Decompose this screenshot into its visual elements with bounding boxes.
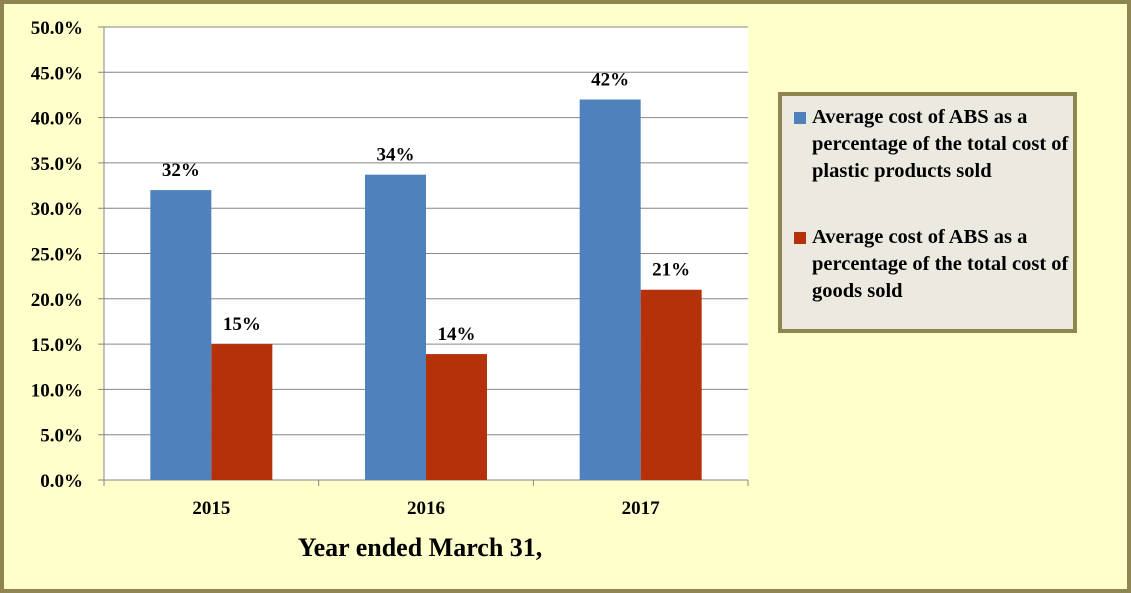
- bar-2016-series-2: [426, 354, 487, 480]
- y-tick-label: 5.0%: [40, 426, 83, 447]
- legend-item-goods-sold: Average cost of ABS as a percentage of t…: [794, 224, 1092, 305]
- legend-item-plastic-products: Average cost of ABS as a percentage of t…: [794, 104, 1092, 185]
- legend-label: Average cost of ABS as a percentage of t…: [812, 226, 1069, 302]
- bar-2015-series-2: [211, 344, 273, 480]
- legend-label: Average cost of ABS as a percentage of t…: [812, 106, 1069, 182]
- x-tick-label: 2017: [622, 498, 661, 519]
- y-tick-label: 45.0%: [31, 63, 83, 84]
- x-tick-label: 2015: [192, 498, 230, 519]
- y-tick-label: 25.0%: [31, 245, 83, 266]
- y-tick-label: 30.0%: [31, 199, 83, 220]
- bar-2016-series-1: [365, 174, 426, 481]
- x-axis-title: Year ended March 31,: [298, 533, 543, 562]
- x-tick-label: 2016: [407, 498, 445, 519]
- legend: Average cost of ABS as a percentage of t…: [778, 92, 1077, 333]
- data-label: 15%: [223, 314, 261, 335]
- y-tick-label: 35.0%: [31, 154, 83, 175]
- data-label: 21%: [652, 260, 690, 281]
- legend-swatch-red: [794, 232, 806, 244]
- bar-2017-series-2: [640, 289, 702, 480]
- y-tick-label: 50.0%: [31, 18, 83, 39]
- data-label: 32%: [162, 160, 200, 181]
- y-tick-label: 0.0%: [40, 471, 83, 492]
- y-tick-label: 20.0%: [31, 290, 83, 311]
- legend-swatch-blue: [794, 112, 806, 124]
- data-label: 14%: [438, 324, 476, 345]
- bar-2017-series-1: [579, 99, 641, 480]
- y-tick-label: 40.0%: [31, 109, 83, 130]
- y-tick-label: 10.0%: [31, 380, 83, 401]
- y-tick-label: 15.0%: [31, 335, 83, 356]
- data-label: 34%: [377, 145, 415, 166]
- data-label: 42%: [591, 69, 629, 90]
- bar-2015-series-1: [150, 190, 212, 480]
